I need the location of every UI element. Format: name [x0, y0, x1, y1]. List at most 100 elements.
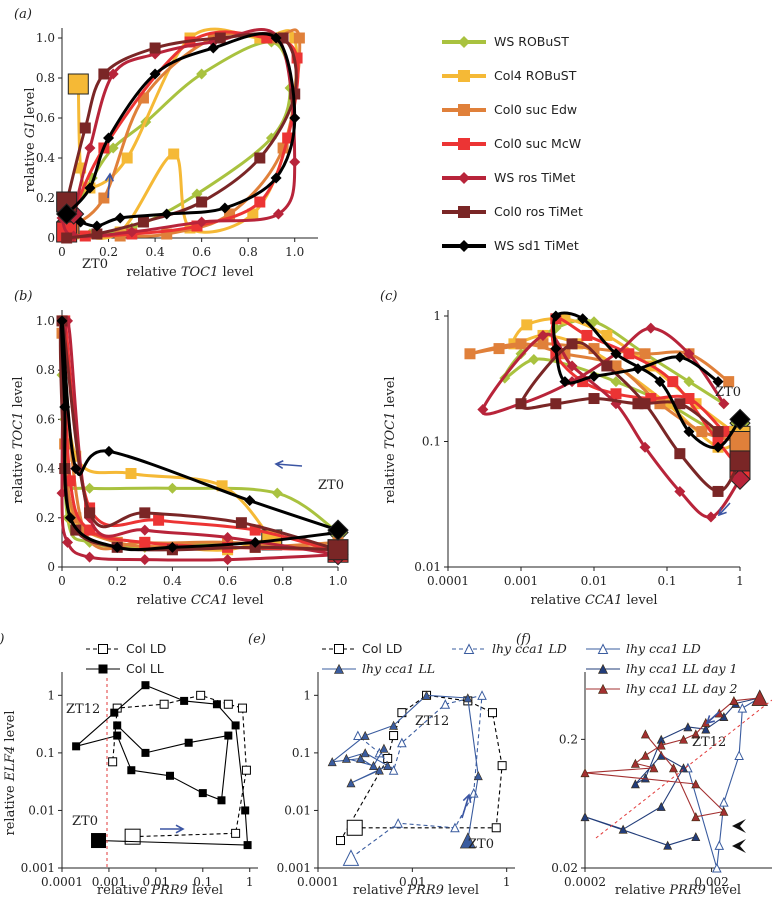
legend-marker [598, 683, 608, 694]
y-tick-label: 1.0 [36, 31, 55, 45]
data-point [360, 748, 370, 758]
data-point [108, 757, 118, 767]
data-point [56, 315, 68, 327]
data-point [719, 797, 729, 807]
data-point [196, 690, 206, 700]
y-tick-label: 0.2 [36, 191, 55, 205]
arrow-head [462, 793, 472, 803]
data-point [712, 376, 724, 388]
data-point [639, 441, 651, 453]
data-point [515, 338, 527, 350]
data-point [632, 398, 644, 410]
arrow-shaft [107, 173, 111, 199]
series-col-ld [336, 690, 507, 846]
data-point [691, 729, 701, 739]
data-point [217, 796, 226, 805]
data-point [270, 172, 282, 184]
data-point [618, 824, 628, 834]
data-point [601, 329, 613, 341]
data-point [55, 203, 78, 225]
annotation-label: ZT12 [692, 735, 726, 750]
legend-label: WS ROBuST [494, 34, 569, 49]
data-point [207, 42, 219, 54]
x-tick-label: 0.2 [99, 245, 118, 259]
data-point [559, 376, 571, 388]
data-point [196, 68, 208, 80]
arrow-shaft [461, 794, 470, 819]
data-point [566, 360, 578, 372]
data-point [393, 818, 403, 828]
series-line [75, 684, 249, 846]
data-point [70, 463, 82, 475]
x-axis-label: relative TOC1 level [126, 265, 253, 280]
data-point [219, 202, 231, 214]
series-line [687, 697, 760, 869]
data-point [580, 812, 590, 822]
data-point [224, 208, 236, 220]
data-point [623, 348, 635, 360]
series-col-ll [72, 681, 252, 850]
data-point [124, 828, 141, 845]
data-point [464, 348, 476, 360]
series-ws-sd1-timet [56, 315, 349, 553]
arrow-head [705, 715, 715, 725]
data-point [661, 398, 673, 410]
series-line [58, 319, 339, 552]
data-point [75, 162, 87, 174]
data-point [293, 32, 305, 44]
data-point [67, 73, 89, 95]
x-tick-label: 0.0001 [297, 875, 339, 889]
data-point [497, 761, 507, 771]
y-tick-label: 0.001 [277, 861, 311, 875]
data-point [243, 841, 252, 850]
chevron-marker [732, 839, 746, 853]
data-point [679, 763, 688, 773]
y-tick-label: 1 [47, 688, 55, 702]
data-point [222, 554, 234, 566]
data-point [674, 485, 686, 497]
data-point [289, 156, 301, 168]
data-point [166, 541, 178, 553]
legend-marker [334, 663, 344, 674]
data-point [161, 208, 173, 220]
annotation-label: ZT0 [715, 385, 741, 400]
y-tick-label: 1 [303, 688, 311, 702]
data-point [126, 226, 138, 238]
data-point [72, 742, 81, 751]
data-point [231, 721, 240, 730]
data-point [346, 778, 356, 788]
data-point [91, 228, 103, 240]
legend-f: lhy cca1 LD lhy cca1 LL day 1 lhy cca1 LL … [586, 641, 738, 696]
x-tick-label: 0.6 [218, 574, 237, 588]
y-tick-label: 0.01 [414, 560, 441, 574]
y-tick-label: 1.0 [36, 314, 55, 328]
data-point [103, 132, 115, 144]
data-point [282, 132, 294, 144]
data-point [601, 360, 613, 372]
data-point [477, 690, 487, 700]
y-tick-label: 0.1 [422, 435, 441, 449]
chevron-marker [732, 819, 746, 833]
reference-line [595, 699, 772, 839]
legend-label: lhy cca1 LL [362, 661, 435, 676]
data-point [61, 232, 73, 244]
data-point [196, 196, 208, 208]
direction-arrow [160, 824, 185, 834]
data-point [388, 765, 399, 775]
data-point [266, 531, 278, 543]
data-point [235, 517, 247, 529]
arrow-shaft [718, 502, 731, 516]
data-point [729, 450, 751, 472]
series-lhy-cca1-ll [327, 690, 483, 849]
data-point [712, 441, 724, 453]
data-point [277, 142, 289, 154]
x-tick-label: 0.001 [92, 875, 126, 889]
data-point [705, 511, 717, 523]
data-point [550, 398, 562, 410]
data-point [64, 512, 76, 524]
panel-3: (d)0.00010.0010.010.110.0010.010.11relat… [0, 632, 258, 898]
data-point [701, 724, 711, 734]
x-tick-label: 0 [58, 574, 66, 588]
legend-marker [458, 206, 470, 218]
data-point [139, 507, 151, 519]
